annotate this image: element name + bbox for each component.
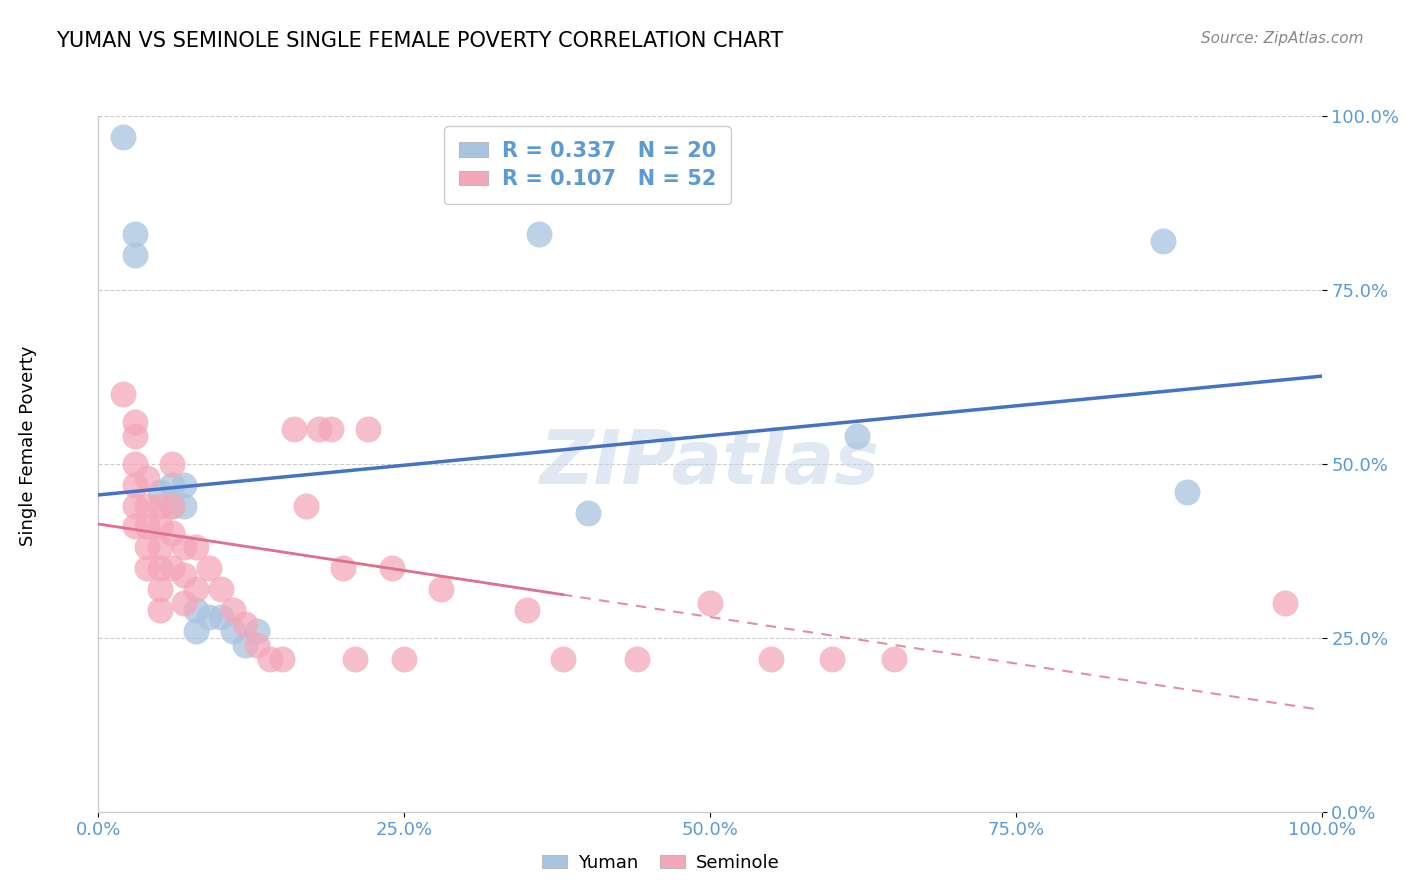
Point [222, 603, 245, 617]
Point [173, 596, 195, 610]
Point [136, 499, 159, 513]
Point [149, 603, 172, 617]
Point [197, 561, 219, 575]
Point [149, 499, 172, 513]
Point [173, 499, 195, 513]
Point [136, 541, 159, 555]
Point [761, 651, 783, 665]
Point [344, 651, 367, 665]
Point [1152, 234, 1174, 248]
Text: ZIPatlas: ZIPatlas [540, 427, 880, 500]
Point [430, 582, 453, 596]
Point [160, 561, 183, 575]
Point [186, 541, 208, 555]
Point [124, 248, 146, 262]
Point [515, 603, 537, 617]
Point [149, 519, 172, 533]
Point [111, 129, 134, 144]
Point [124, 519, 146, 533]
Point [295, 499, 318, 513]
Point [136, 519, 159, 533]
Point [319, 422, 342, 436]
Point [233, 638, 256, 652]
Point [149, 541, 172, 555]
Point [233, 616, 256, 631]
Point [186, 582, 208, 596]
Point [149, 484, 172, 499]
Point [845, 429, 868, 443]
Point [553, 651, 575, 665]
Point [111, 387, 134, 401]
Point [308, 422, 330, 436]
Point [149, 582, 172, 596]
Point [246, 624, 269, 638]
Point [259, 651, 281, 665]
Legend: Yuman, Seminole: Yuman, Seminole [534, 847, 787, 880]
Point [332, 561, 354, 575]
Point [246, 638, 269, 652]
Point [136, 561, 159, 575]
Point [356, 422, 378, 436]
Text: YUMAN VS SEMINOLE SINGLE FEMALE POVERTY CORRELATION CHART: YUMAN VS SEMINOLE SINGLE FEMALE POVERTY … [56, 31, 783, 51]
Point [160, 499, 183, 513]
Point [197, 610, 219, 624]
Point [173, 568, 195, 582]
Text: Source: ZipAtlas.com: Source: ZipAtlas.com [1201, 31, 1364, 46]
Point [381, 561, 404, 575]
Point [1274, 596, 1296, 610]
Point [160, 526, 183, 541]
Point [270, 651, 294, 665]
Point [186, 603, 208, 617]
Point [527, 227, 550, 242]
Point [1175, 484, 1198, 499]
Point [626, 651, 648, 665]
Point [124, 429, 146, 443]
Point [124, 499, 146, 513]
Point [124, 227, 146, 242]
Point [160, 457, 183, 471]
Point [576, 506, 599, 520]
Point [209, 610, 232, 624]
Point [173, 541, 195, 555]
Point [124, 415, 146, 429]
Point [283, 422, 305, 436]
Point [149, 561, 172, 575]
Point [392, 651, 416, 665]
Point [160, 477, 183, 491]
Point [173, 477, 195, 491]
Point [186, 624, 208, 638]
Point [821, 651, 844, 665]
Point [124, 457, 146, 471]
Point [136, 471, 159, 485]
Point [160, 499, 183, 513]
Text: Single Female Poverty: Single Female Poverty [20, 346, 37, 546]
Point [699, 596, 721, 610]
Point [883, 651, 905, 665]
Point [209, 582, 232, 596]
Point [222, 624, 245, 638]
Point [124, 477, 146, 491]
